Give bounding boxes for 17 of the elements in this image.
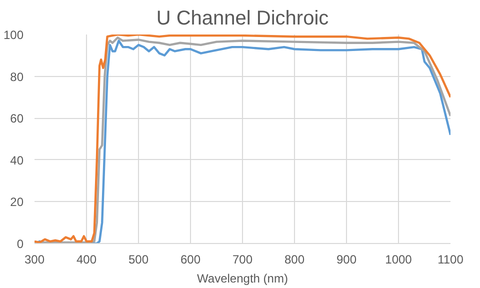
x-tick-label: 1100 — [438, 252, 464, 266]
x-axis-title: Wavelength (nm) — [197, 272, 288, 286]
y-tick-label: 100 — [3, 28, 24, 42]
x-tick-label: 600 — [180, 252, 201, 266]
y-tick-label: 80 — [10, 70, 24, 84]
y-tick-label: 0 — [16, 237, 24, 251]
x-tick-label: 500 — [128, 252, 149, 266]
chart-title: U Channel Dichroic — [156, 8, 329, 30]
y-tick-label: 40 — [10, 153, 24, 168]
x-tick-label: 900 — [336, 252, 357, 266]
x-tick-label: 1000 — [385, 252, 412, 266]
x-tick-label: 700 — [232, 252, 253, 266]
x-tick-label: 300 — [24, 252, 45, 266]
x-tick-label: 800 — [284, 252, 305, 266]
y-tick-label: 20 — [10, 195, 24, 210]
y-tick-label: 60 — [10, 112, 24, 126]
x-tick-label: 400 — [76, 252, 97, 266]
